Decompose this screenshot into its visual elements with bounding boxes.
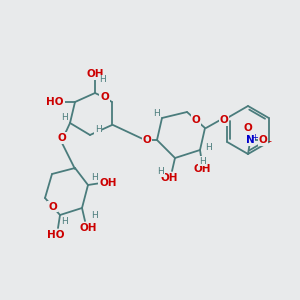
Text: H: H — [206, 142, 212, 152]
Text: O: O — [100, 92, 109, 103]
Text: OH: OH — [193, 164, 211, 174]
Text: O: O — [142, 135, 152, 145]
Text: H: H — [158, 167, 164, 176]
Text: O: O — [48, 202, 57, 212]
Text: OH: OH — [79, 223, 97, 233]
Text: H: H — [61, 217, 68, 226]
Text: N: N — [246, 135, 254, 145]
Text: O: O — [220, 115, 229, 125]
Text: O: O — [259, 135, 267, 145]
Text: -: - — [267, 136, 271, 146]
Text: H: H — [153, 109, 159, 118]
Text: HO: HO — [46, 97, 64, 107]
Text: O: O — [58, 133, 66, 143]
Text: H: H — [91, 212, 98, 220]
Text: O: O — [192, 115, 200, 125]
Text: OH: OH — [160, 173, 178, 183]
Text: +: + — [252, 133, 258, 142]
Text: HO: HO — [47, 230, 65, 240]
Text: H: H — [99, 76, 105, 85]
Text: H: H — [94, 125, 101, 134]
Text: O: O — [244, 123, 252, 133]
Text: H: H — [91, 172, 98, 182]
Text: OH: OH — [86, 69, 104, 79]
Text: OH: OH — [99, 178, 117, 188]
Text: H: H — [199, 157, 206, 166]
Text: H: H — [61, 112, 68, 122]
